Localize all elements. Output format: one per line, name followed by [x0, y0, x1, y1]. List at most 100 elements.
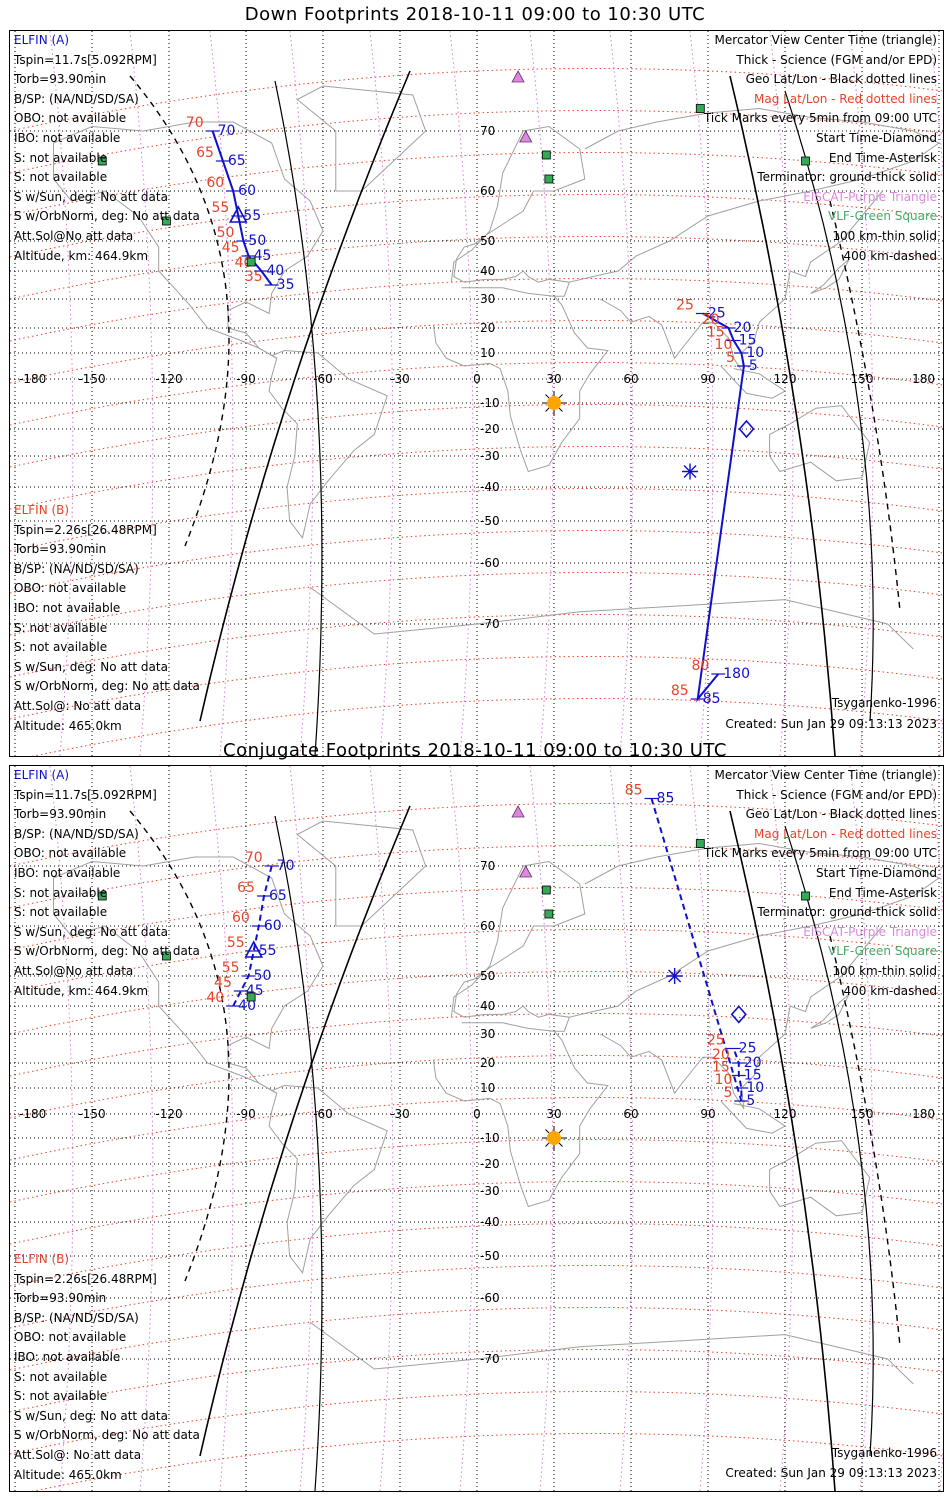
lon-tick-label: -30 [390, 372, 410, 386]
mag-lat-line [10, 194, 943, 258]
lat-tick-label: -40 [480, 480, 500, 494]
elfin-a-line: OBO: not available [14, 846, 127, 861]
mag-lat-line [10, 68, 943, 132]
lat-tick-label: 20 [480, 1056, 495, 1070]
vlf-square-icon [695, 104, 705, 113]
tick-label-b: 85 [625, 783, 643, 799]
mag-lat-line [10, 1055, 943, 1119]
tick-label-a: 85 [703, 691, 721, 707]
panel-title-down: Down Footprints 2018-10-11 09:00 to 10:3… [244, 4, 706, 25]
mag-lon-line [449, 31, 474, 756]
elfin-b-line: B/SP: (NA/ND/SD/SA) [14, 1310, 139, 1325]
subsolar-sun-icon [547, 396, 561, 410]
sun-ray [545, 407, 550, 412]
sun-ray [545, 394, 550, 399]
lat-tick-label: -10 [480, 1131, 500, 1145]
elfin-a-line: Att.Sol@No att data [14, 228, 134, 243]
legend-line: Thick - Science (FGM and/or EPD) [736, 787, 937, 802]
mag-lat-line [10, 971, 943, 1035]
tick-label-b: 15 [707, 325, 725, 341]
end-time-asterisk [668, 969, 682, 983]
lat-tick-label: -60 [480, 1291, 500, 1305]
coastline [569, 842, 940, 1018]
mag-lat-line [10, 1391, 943, 1455]
vlf-square-icon [97, 156, 107, 166]
mag-lat-line [10, 1223, 943, 1287]
lon-tick-label: 150 [851, 372, 874, 386]
lon-tick-label: 30 [546, 372, 561, 386]
lat-tick-label: -30 [480, 449, 500, 463]
elfin-b-line: IBO: not available [14, 1349, 121, 1364]
mag-lat-line [10, 572, 943, 636]
vlf-square-icon [544, 909, 554, 919]
start-time-diamond [730, 1005, 747, 1024]
mag-lon-line [129, 31, 154, 756]
elfin-a-line: OBO: not available [14, 111, 127, 126]
coastline [53, 121, 324, 359]
elfin-b-line: Torb=93.90min [14, 1291, 107, 1306]
elfin-a-line: S w/OrbNorm, deg: No att data [14, 944, 200, 959]
legend-line: Terminator: ground-thick solid [757, 905, 937, 920]
coastline [569, 107, 940, 283]
tick-label-a: 15 [744, 1068, 762, 1084]
lat-tick-label: 30 [480, 292, 495, 306]
tick-label-b: 10 [715, 337, 733, 353]
legend-line: Tick Marks every 5min from 09:00 UTC [703, 111, 937, 126]
lon-tick-label: 150 [851, 1107, 874, 1121]
mag-lon-line [369, 31, 394, 756]
tick-label-b: 10 [715, 1072, 733, 1088]
mag-lon-line [49, 31, 74, 756]
model-credit: Tsyganenko-1996 [831, 696, 937, 710]
tick-label-b: 20 [702, 312, 720, 328]
tick-label-b: 40 [206, 990, 224, 1006]
elfin-a-line: Torb=93.90min [14, 807, 107, 822]
lat-tick-label: 10 [480, 346, 495, 360]
mag-lat-line [10, 1097, 943, 1161]
coastline [309, 586, 914, 650]
coastline [296, 820, 427, 927]
coastline [296, 85, 427, 192]
tick-label-a: 85 [657, 791, 675, 807]
tick-label-a: 35 [277, 277, 295, 293]
start-time-diamond [738, 419, 755, 439]
legend-line: 400 km-dashed [843, 248, 937, 263]
lon-tick-label: -30 [390, 1107, 410, 1121]
tick-label-a: 55 [243, 208, 261, 224]
lon-tick-label: 90 [700, 372, 715, 386]
terminator-west-ground [199, 70, 411, 722]
coastline [450, 860, 586, 1032]
lon-tick-label: -60 [313, 1107, 333, 1121]
vlf-square-icon [541, 885, 551, 895]
tick-label-a: 50 [248, 233, 266, 249]
elfin-b-line: Torb=93.90min [14, 542, 107, 557]
lat-tick-label: 70 [480, 859, 495, 873]
elfin-b-line: S: not available [14, 620, 108, 635]
lat-tick-label: 20 [480, 321, 495, 335]
mag-lon-line [529, 766, 554, 1491]
mag-lon-line [849, 31, 874, 756]
mag-lat-line [10, 488, 943, 552]
mag-lat-line [10, 530, 943, 594]
tick-label-b: 70 [186, 115, 204, 131]
vlf-square-icon [246, 257, 256, 267]
mag-lon-line [289, 766, 314, 1491]
mag-lon-line [849, 766, 874, 1491]
lon-tick-label: 180 [912, 372, 935, 386]
elfin-a-line: Altitude, km: 464.9km [14, 248, 149, 263]
terminator-west-400km [129, 75, 230, 547]
tick-label-a: 25 [708, 306, 726, 322]
tick-label-b: 20 [712, 1047, 730, 1063]
tick-label-a: 40 [238, 998, 256, 1014]
lon-tick-label: 0 [473, 372, 481, 386]
terminator-east-400km [829, 935, 901, 1347]
elfin-a-line: Torb=93.90min [14, 72, 107, 87]
legend-line: Start Time-Diamond [815, 865, 937, 880]
mag-lon-line [369, 766, 394, 1491]
legend-line: Start Time-Diamond [815, 130, 937, 145]
eiscat-triangle-icon [511, 70, 525, 83]
tick-label-b: 70 [245, 850, 263, 866]
mag-lat-line [10, 446, 943, 510]
center-time-triangle [228, 205, 248, 223]
legend-block: Mercator View Center Time (triangle) Thi… [704, 31, 937, 266]
mag-lat-line [10, 1265, 943, 1329]
